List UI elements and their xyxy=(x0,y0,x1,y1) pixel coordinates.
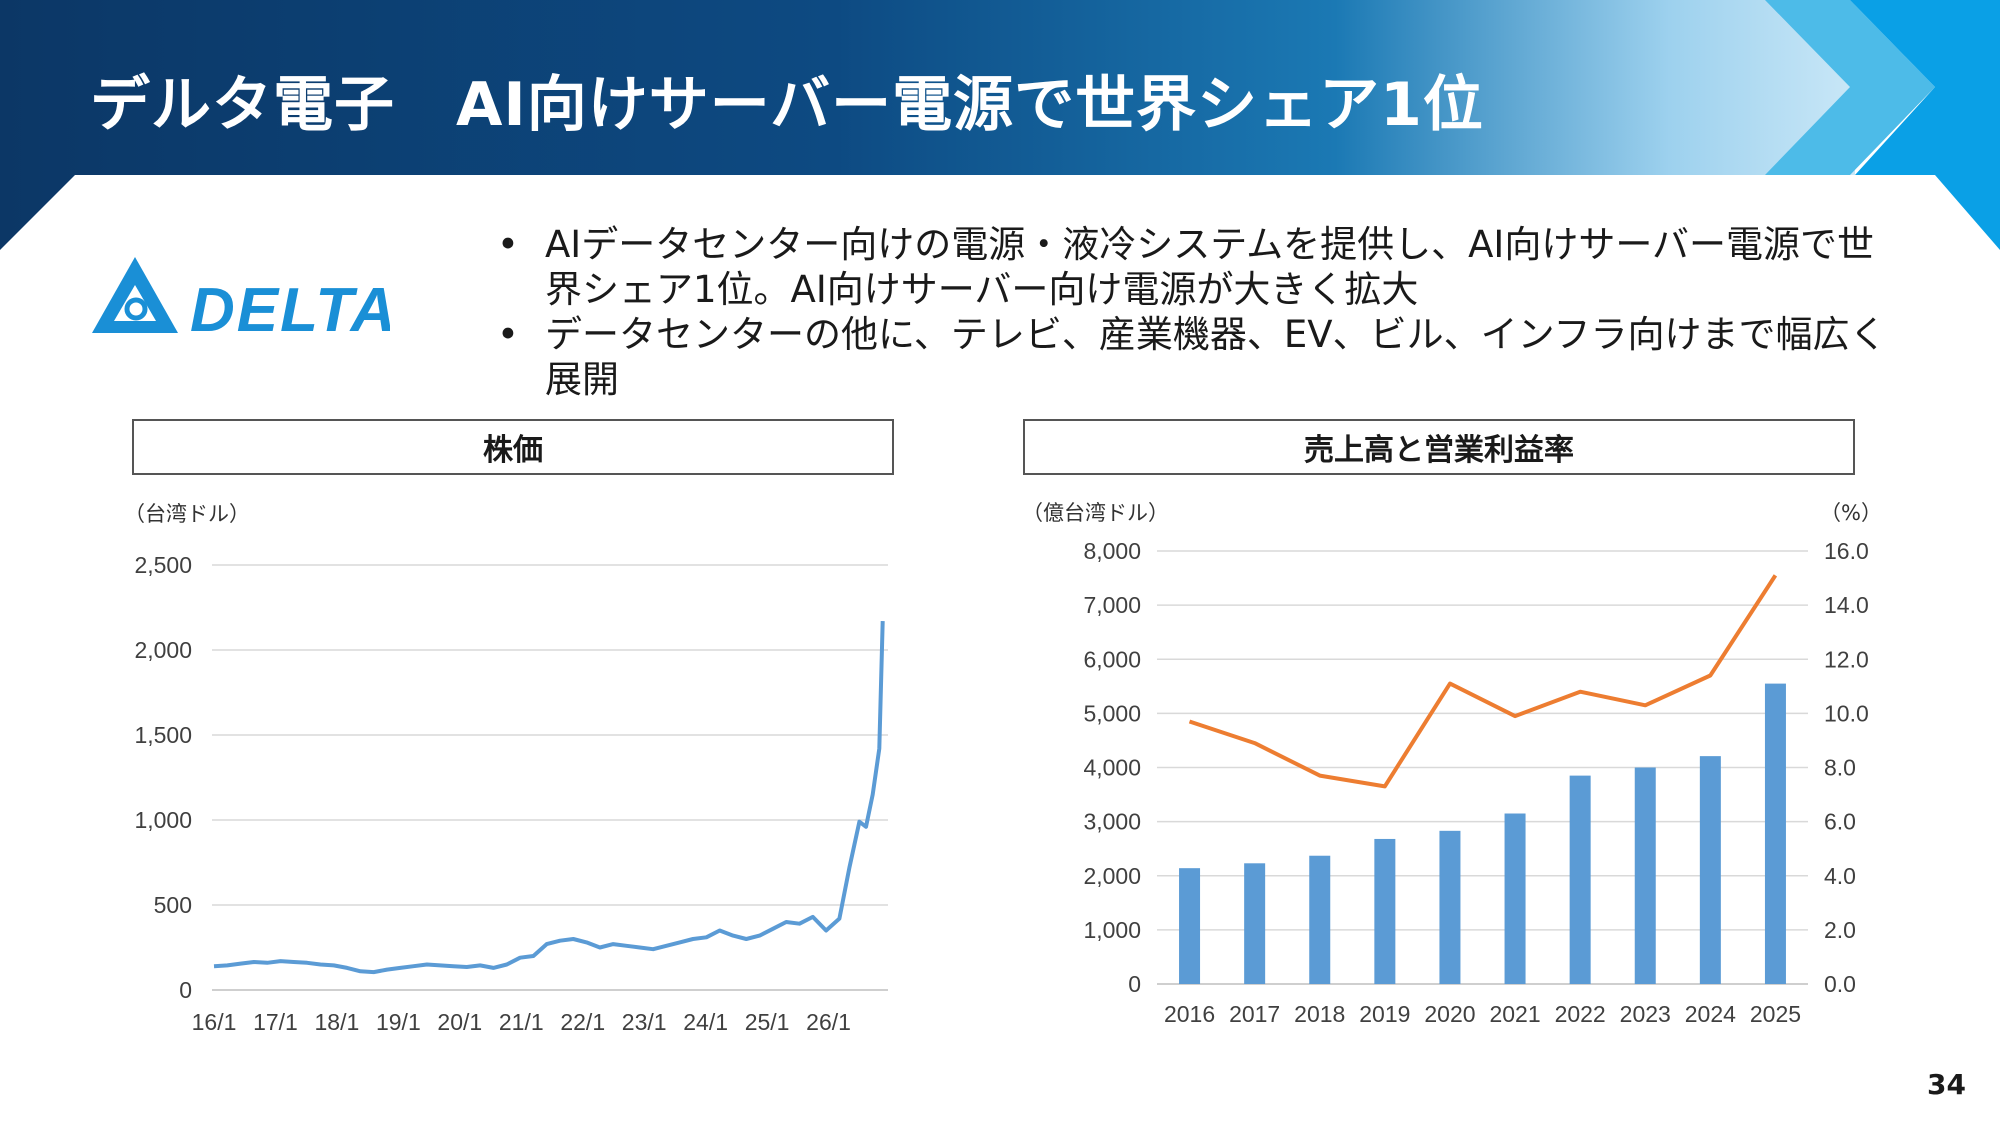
sales-bar xyxy=(1439,830,1461,984)
header-banner xyxy=(0,0,2000,250)
header-band xyxy=(0,0,1855,250)
sales-bar xyxy=(1699,756,1721,984)
stock-x-tick-label: 17/1 xyxy=(253,1009,298,1035)
slide-title: デルタ電子 AI向けサーバー電源で世界シェア1位 xyxy=(90,70,1484,140)
sales-bar xyxy=(1764,683,1786,984)
stock-chart-title: 株価 xyxy=(132,419,894,475)
sales-y-left-tick-label: 3,000 xyxy=(1083,809,1141,835)
stock-x-tick-label: 20/1 xyxy=(437,1009,482,1035)
delta-logo: DELTA xyxy=(92,257,390,335)
stock-x-tick-label: 16/1 xyxy=(192,1009,237,1035)
sales-y-left-tick-label: 2,000 xyxy=(1083,863,1141,889)
sales-y-right-tick-label: 12.0 xyxy=(1824,646,1869,672)
sales-chart-title: 売上高と営業利益率 xyxy=(1023,419,1855,475)
stock-x-tick-label: 23/1 xyxy=(622,1009,667,1035)
sales-y-right-tick-label: 4.0 xyxy=(1824,863,1856,889)
sales-x-tick-label: 2021 xyxy=(1489,1001,1540,1027)
stock-unit-label: （台湾ドル） xyxy=(124,502,250,526)
sales-bar xyxy=(1374,838,1396,984)
sales-x-tick-label: 2018 xyxy=(1294,1001,1345,1027)
stock-x-tick-label: 21/1 xyxy=(499,1009,544,1035)
sales-y-left-tick-label: 5,000 xyxy=(1083,700,1141,726)
header-arrow-dark xyxy=(1850,0,2000,250)
sales-y-left-tick-label: 8,000 xyxy=(1083,538,1141,564)
stock-y-tick-label: 1,500 xyxy=(134,722,192,748)
sales-y-right-tick-label: 14.0 xyxy=(1824,592,1869,618)
sales-y-left-tick-label: 6,000 xyxy=(1083,646,1141,672)
stock-x-tick-label: 26/1 xyxy=(806,1009,851,1035)
sales-y-left-tick-label: 0 xyxy=(1128,971,1141,997)
stock-x-tick-label: 18/1 xyxy=(315,1009,360,1035)
sales-x-tick-label: 2019 xyxy=(1359,1001,1410,1027)
stock-x-tick-label: 22/1 xyxy=(560,1009,605,1035)
sales-x-tick-label: 2025 xyxy=(1750,1001,1801,1027)
sales-bar xyxy=(1179,868,1201,984)
stock-y-tick-label: 2,500 xyxy=(134,552,192,578)
sales-x-tick-label: 2023 xyxy=(1620,1001,1671,1027)
sales-unit-left-label: （億台湾ドル） xyxy=(1022,501,1169,525)
sales-y-right-tick-label: 16.0 xyxy=(1824,538,1869,564)
sales-bar xyxy=(1504,813,1526,984)
stock-y-tick-label: 0 xyxy=(179,977,192,1003)
sales-y-right-tick-label: 10.0 xyxy=(1824,700,1869,726)
stock-y-tick-label: 1,000 xyxy=(134,807,192,833)
header-arrow-light xyxy=(1765,0,1935,175)
delta-logo-swirl xyxy=(124,297,148,321)
stock-price-line xyxy=(213,621,885,975)
sales-x-tick-label: 2024 xyxy=(1685,1001,1736,1027)
sales-y-right-tick-label: 8.0 xyxy=(1824,755,1856,781)
stock-y-tick-label: 500 xyxy=(154,892,192,918)
page-number: 34 xyxy=(1927,1068,1966,1101)
stock-x-tick-label: 25/1 xyxy=(745,1009,790,1035)
bullet-dot: • xyxy=(497,313,519,356)
sales-y-left-tick-label: 7,000 xyxy=(1083,592,1141,618)
bullet-list: • AIデータセンター向けの電源・液冷システムを提供し、AI向けサーバー電源で世界… xyxy=(495,222,1895,402)
bullet-text: データセンターの他に、テレビ、産業機器、EV、ビル、インフラ向けまで幅広く展開 xyxy=(545,313,1887,401)
sales-y-right-tick-label: 2.0 xyxy=(1824,917,1856,943)
sales-y-left-tick-label: 4,000 xyxy=(1083,755,1141,781)
sales-x-tick-label: 2020 xyxy=(1424,1001,1475,1027)
bullet-item: • AIデータセンター向けの電源・液冷システムを提供し、AI向けサーバー電源で世界… xyxy=(495,222,1895,312)
stock-y-tick-label: 2,000 xyxy=(134,637,192,663)
bullet-dot: • xyxy=(497,223,519,266)
stock-x-tick-label: 24/1 xyxy=(683,1009,728,1035)
sales-bar xyxy=(1244,863,1266,984)
sales-unit-right-label: （%） xyxy=(1820,501,1882,525)
sales-y-left-tick-label: 1,000 xyxy=(1083,917,1141,943)
sales-y-right-tick-label: 6.0 xyxy=(1824,809,1856,835)
sales-bar xyxy=(1634,767,1656,984)
bullet-text: AIデータセンター向けの電源・液冷システムを提供し、AI向けサーバー電源で世界シ… xyxy=(545,223,1874,311)
sales-x-tick-label: 2016 xyxy=(1164,1001,1215,1027)
sales-bar xyxy=(1309,855,1331,984)
sales-x-tick-label: 2022 xyxy=(1555,1001,1606,1027)
bullet-item: • データセンターの他に、テレビ、産業機器、EV、ビル、インフラ向けまで幅広く展開 xyxy=(495,312,1895,402)
stock-x-tick-label: 19/1 xyxy=(376,1009,421,1035)
delta-logo-wordmark: DELTA xyxy=(190,276,390,335)
operating-margin-line xyxy=(1188,574,1778,789)
sales-y-right-tick-label: 0.0 xyxy=(1824,971,1856,997)
sales-bar xyxy=(1569,775,1591,984)
sales-x-tick-label: 2017 xyxy=(1229,1001,1280,1027)
